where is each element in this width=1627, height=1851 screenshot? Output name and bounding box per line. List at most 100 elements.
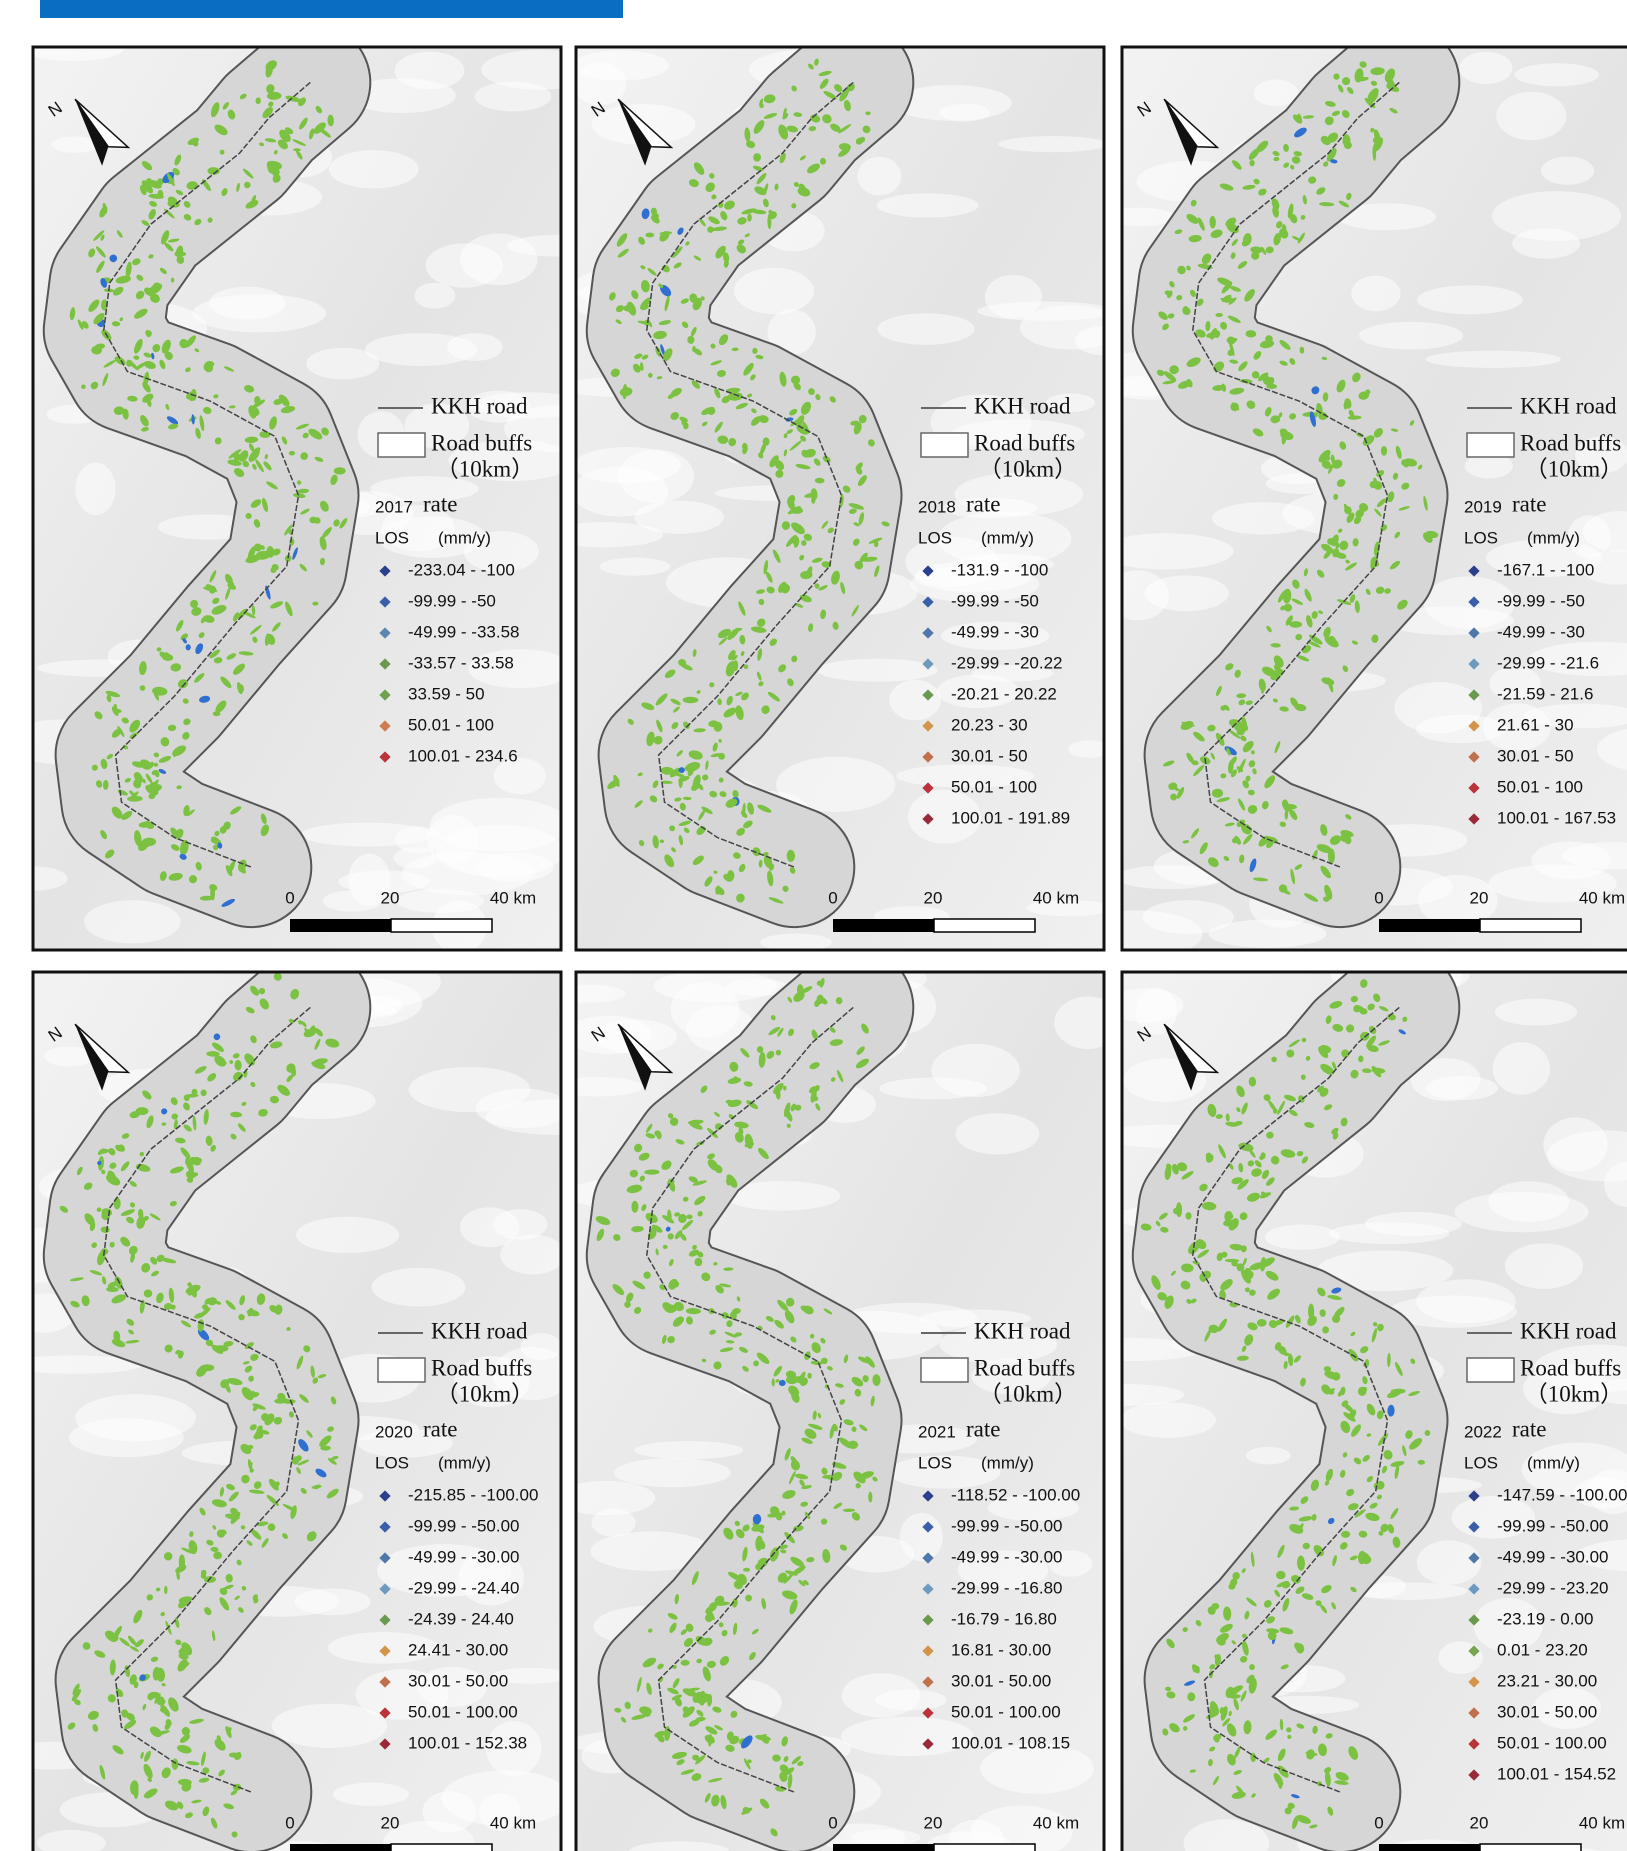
scale-bar-dark [1379, 919, 1480, 932]
legend-buffer-swatch [1467, 1358, 1514, 1382]
legend-unit: (mm/y) [1527, 528, 1580, 547]
hillshade [272, 1704, 388, 1748]
hillshade [301, 823, 433, 847]
hillshade [1107, 208, 1175, 227]
legend-class-label: -49.99 - -30.00 [951, 1547, 1063, 1566]
hillshade [1438, 1641, 1483, 1674]
legend-buffer-width: （10km） [436, 1381, 534, 1406]
hillshade [1417, 1540, 1481, 1585]
legend-class-label: -49.99 - -30.00 [408, 1547, 520, 1566]
scale-end: 40 km [1579, 888, 1625, 907]
hillshade [614, 1458, 731, 1487]
hillshade [998, 136, 1107, 152]
legend-rate: rate [966, 491, 1000, 516]
legend-class-label: 20.23 - 30 [951, 715, 1028, 734]
legend-class-label: -23.19 - 0.00 [1497, 1609, 1593, 1628]
legend-buffer: Road buffs [974, 430, 1075, 455]
hillshade [1512, 228, 1580, 258]
legend-class-label: 16.81 - 30.00 [951, 1640, 1051, 1659]
hillshade [955, 1113, 1039, 1154]
legend-buffer-width: （10km） [979, 1381, 1077, 1406]
scale-mid: 20 [1470, 888, 1489, 907]
legend-class-label: -215.85 - -100.00 [408, 1485, 538, 1504]
map-content: NKKH roadRoad buffs（10km）2022rateLOS(mm/… [1061, 955, 1627, 1851]
deformation-patch [821, 1358, 828, 1364]
legend-class-label: -24.39 - 24.40 [408, 1609, 514, 1628]
legend-road: KKH road [431, 1318, 528, 1343]
legend-buffer-swatch [378, 1358, 425, 1382]
scale-zero: 0 [828, 888, 837, 907]
hillshade [75, 1394, 196, 1441]
legend-buffer-width: （10km） [979, 456, 1077, 481]
legend-buffer: Road buffs [974, 1355, 1075, 1380]
deformation-patch [312, 602, 318, 606]
hillshade [1493, 1042, 1550, 1095]
legend-class-label: -99.99 - -50 [408, 591, 496, 610]
scale-mid: 20 [381, 1813, 400, 1832]
map-panel: NKKH roadRoad buffs（10km）2020rateLOS(mm/… [0, 955, 622, 1851]
deformation-patch [158, 190, 164, 199]
scale-zero: 0 [285, 888, 294, 907]
scale-bar-dark [833, 1844, 934, 1851]
scale-mid: 20 [924, 888, 943, 907]
deformation-patch [334, 467, 346, 474]
map-panel: NKKH roadRoad buffs（10km）2017rateLOS(mm/… [0, 36, 611, 954]
legend-year: 2021 [918, 1422, 956, 1441]
hillshade [1254, 79, 1299, 106]
deformation-patch [1381, 446, 1387, 456]
hillshade [365, 333, 478, 366]
hillshade [333, 1783, 409, 1806]
deformation-patch [1289, 621, 1302, 628]
legend-class-label: 100.01 - 152.38 [408, 1733, 527, 1752]
scale-bar-light [391, 919, 492, 932]
hillshade [1459, 52, 1512, 84]
hillshade [734, 268, 814, 314]
hillshade [851, 1829, 921, 1846]
legend-class-label: -49.99 - -30 [951, 622, 1039, 641]
legend-class-label: -99.99 - -50.00 [951, 1516, 1063, 1535]
legend-class-label: 30.01 - 50 [951, 746, 1028, 765]
legend-class-label: 50.01 - 100.00 [951, 1702, 1061, 1721]
hillshade [1496, 92, 1566, 140]
hillshade [574, 447, 682, 483]
legend-class-label: 33.59 - 50 [408, 684, 485, 703]
hillshade [414, 283, 455, 309]
legend-class-label: 50.01 - 100 [408, 715, 494, 734]
hillshade [395, 52, 465, 90]
legend-class-label: -233.04 - -100 [408, 560, 515, 579]
scale-mid: 20 [1470, 1813, 1489, 1832]
legend-class-label: 50.01 - 100 [951, 777, 1037, 796]
legend-class-label: -33.57 - 33.58 [408, 653, 514, 672]
legend-rate: rate [423, 491, 457, 516]
legend-class-label: 100.01 - 154.52 [1497, 1764, 1616, 1783]
legend-class-label: 30.01 - 50 [1497, 746, 1574, 765]
legend-buffer: Road buffs [1520, 430, 1621, 455]
scale-bar-light [934, 919, 1035, 932]
hillshade [1417, 285, 1523, 314]
hillshade [493, 1209, 548, 1240]
hillshade [857, 157, 901, 196]
legend-class-label: -99.99 - -50 [1497, 591, 1585, 610]
scale-bar-light [1480, 919, 1581, 932]
deformation-patch [631, 1201, 638, 1213]
hillshade [1099, 533, 1234, 569]
hillshade [1495, 999, 1577, 1026]
legend-class-label: -20.21 - 20.22 [951, 684, 1057, 703]
legend-road: KKH road [431, 393, 528, 418]
hillshade [1145, 575, 1229, 611]
hillshade [1425, 351, 1561, 368]
page: NKKH roadRoad buffs（10km）2017rateLOS(mm/… [0, 0, 1627, 1851]
legend-los: LOS [918, 528, 952, 547]
legend-buffer: Road buffs [1520, 1355, 1621, 1380]
hillshade [1246, 1447, 1291, 1465]
hillshade [572, 50, 669, 80]
hillshade [760, 934, 832, 951]
hillshade [1351, 276, 1400, 311]
scale-bar-light [1480, 1844, 1581, 1851]
hillshade [460, 233, 537, 285]
deformation-patch [709, 682, 714, 687]
scale-bar-dark [833, 919, 934, 932]
scale-bar-light [391, 1844, 492, 1851]
legend-los: LOS [918, 1453, 952, 1472]
hillshade [1054, 996, 1121, 1049]
